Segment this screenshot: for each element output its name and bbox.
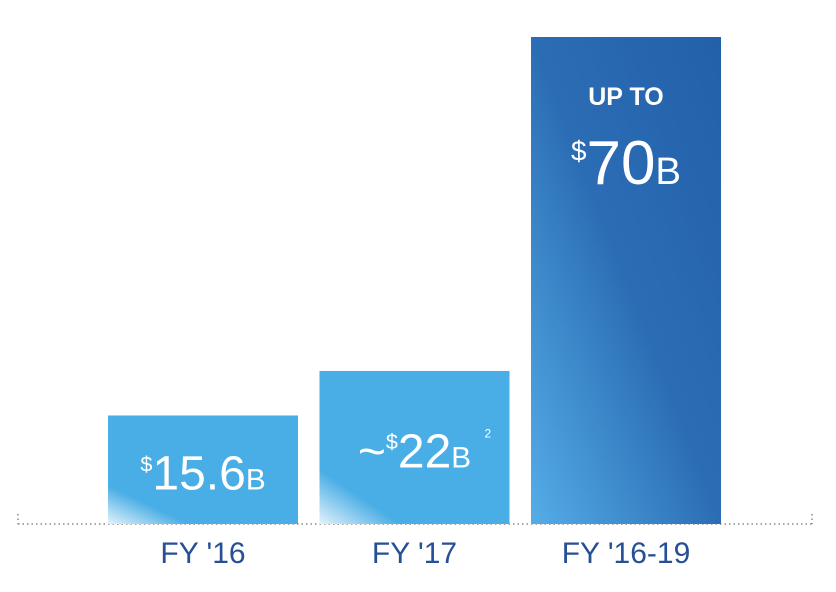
x-tick-label: FY '17	[372, 537, 457, 570]
x-tick-label: FY '16-19	[562, 537, 691, 570]
value-label: $15.6B	[140, 448, 265, 501]
value-label: $70B	[571, 129, 681, 198]
bar-shade	[108, 415, 298, 524]
bar-shade	[319, 370, 510, 524]
footnote-mark: 2	[485, 426, 492, 440]
x-tick-label: FY '16	[160, 537, 245, 570]
annotation: UP TO	[588, 83, 664, 111]
value-label: ~$22B	[358, 425, 471, 478]
bar-shade	[531, 37, 721, 524]
